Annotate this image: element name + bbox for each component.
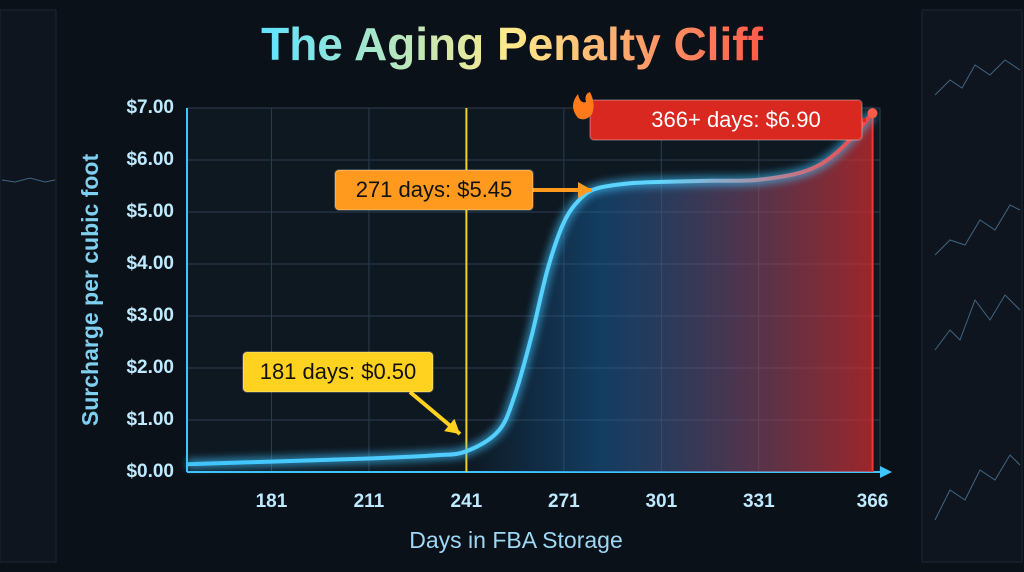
area-shade [187,113,873,472]
annotation-box [589,99,863,141]
annotation-text: 366+ days: $6.90 [651,107,820,132]
y-tick-label: $4.00 [126,253,174,274]
y-axis-label: Surcharge per cubic foot [77,154,103,427]
x-tick-label: 181 [256,491,288,512]
side-panels [0,9,1023,563]
x-tick-label: 366 [857,491,889,512]
annotation-box [334,169,534,211]
y-tick-label: $7.00 [126,97,174,118]
annotation-text: 271 days: $5.45 [356,177,513,202]
x-axis-arrow [880,466,892,478]
annotation-text: 181 days: $0.50 [260,359,417,384]
y-tick-label: $6.00 [126,149,174,170]
annotation-arrowhead [444,418,460,434]
x-tick-label: 211 [354,491,385,512]
y-tick-label: $2.00 [126,357,174,378]
y-tick-label: $5.00 [126,201,174,222]
end-dot [867,108,878,119]
flame-icon [573,92,594,120]
x-tick-label: 301 [645,491,677,512]
annotation-arrowhead [578,182,592,198]
chart-title: The Aging Penalty Cliff [261,18,763,70]
x-tick-label: 271 [548,491,580,512]
y-tick-label: $0.00 [126,461,174,482]
y-tick-label: $1.00 [126,409,174,430]
x-tick-label: 331 [743,491,775,512]
y-tick-label: $3.00 [126,305,174,326]
x-axis-label: Days in FBA Storage [409,527,623,553]
annotation-box [242,351,434,393]
x-tick-label: 241 [451,491,483,512]
line [186,111,875,467]
